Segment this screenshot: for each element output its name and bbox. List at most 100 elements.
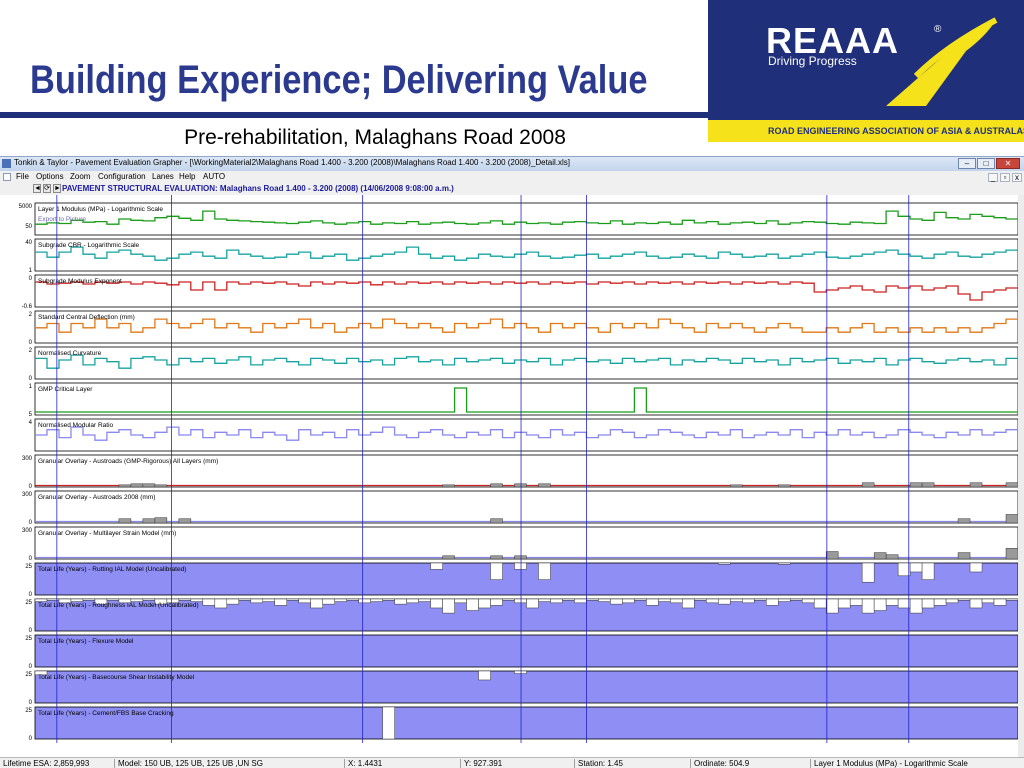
life-deficit-bar [382,706,395,740]
life-deficit-bar [310,598,323,609]
mdi-close-button[interactable]: x [1012,173,1022,182]
overlay-bar [118,518,132,524]
panel-frame [34,706,1018,740]
y-axis-top-label: 4 [29,420,33,426]
logo-wordmark: REAAA [766,20,900,61]
life-deficit-bar [610,598,623,605]
life-deficit-bar [106,598,120,601]
plot-area[interactable]: Layer 1 Modulus (MPa) - Logarithmic Scal… [0,195,1024,757]
status-ordinate: Ordinate: 504.9 [694,759,750,768]
life-deficit-bar [322,598,335,605]
menu-bar: File Options Zoom Configuration Lanes He… [0,171,1024,183]
overlay-bar [909,482,923,488]
life-deficit-bar [394,598,407,605]
mdi-minimize-button[interactable]: _ [988,173,998,182]
vertical-scrollbar[interactable] [1018,195,1024,757]
overlay-bar [142,483,156,488]
status-separator [344,759,345,768]
menu-configuration[interactable]: Configuration [98,172,146,181]
status-y: Y: 927.391 [464,759,503,768]
panel-frame [34,634,1018,668]
life-deficit-bar [514,670,527,674]
maximize-button[interactable]: □ [977,158,995,169]
evaluation-chart[interactable]: Layer 1 Modulus (MPa) - Logarithmic Scal… [0,195,1018,757]
series-line [35,210,1018,225]
life-deficit-bar [466,598,479,611]
overlay-bar [490,518,503,524]
slide-subtitle: Pre-rehabilitation, Malaghans Road 2008 [184,126,566,149]
status-separator [810,759,811,768]
org-name: ROAD ENGINEERING ASSOCIATION OF ASIA & A… [768,126,1024,136]
title-underline [0,112,708,118]
life-deficit-bar [969,598,983,609]
life-deficit-bar [885,598,899,606]
y-axis-bottom-label: 0 [29,736,33,742]
life-deficit-bar [921,598,935,609]
life-deficit-bar [430,598,443,609]
y-axis-bottom-label: 0 [29,484,33,490]
life-deficit-bar [897,562,911,577]
y-axis-top-label: 300 [22,492,33,498]
life-deficit-bar [634,598,647,601]
window-titlebar[interactable]: Tonkin & Taylor - Pavement Evaluation Gr… [0,157,1024,171]
life-deficit-bar [658,598,671,602]
overlay-bar [1005,548,1018,560]
life-deficit-bar [586,598,599,601]
panel-label: Subgrade Modulus Exponent [38,278,122,285]
panel-frame [34,238,1018,272]
panel-frame [34,490,1018,524]
status-separator [114,759,115,768]
life-deficit-bar [730,598,743,602]
panel-label: Normalised Curvature [38,350,102,357]
series-line [35,281,1018,301]
life-deficit-bar [298,598,311,604]
panel-label: Layer 1 Modulus (MPa) - Logarithmic Scal… [38,206,163,213]
life-deficit-bar [334,598,347,602]
life-deficit-bar [166,598,180,604]
panel-frame [34,274,1018,308]
menu-auto[interactable]: AUTO [203,172,226,181]
y-axis-top-label: 300 [22,456,33,462]
refresh-button[interactable]: ⟳ [43,184,51,193]
life-deficit-bar [262,598,276,602]
overlay-bar [777,484,791,488]
logo-registered-mark: ® [934,24,942,35]
previous-lane-button[interactable]: ◄ [33,184,41,193]
status-layer: Layer 1 Modulus (MPa) - Logarithmic Scal… [814,759,968,768]
panel-frame [34,202,1018,236]
menu-options[interactable]: Options [36,172,64,181]
overlay-bar [873,552,887,560]
next-lane-button[interactable]: ► [53,184,61,193]
life-deficit-bar [849,598,863,606]
panel-label: Granular Overlay - Austroads (GMP-Rigoro… [38,458,218,465]
life-deficit-bar [766,598,779,606]
status-bar: Lifetime ESA: 2,859,993 Model: 150 UB, 1… [0,757,1024,768]
panel-label: Granular Overlay - Multilayer Strain Mod… [38,530,176,537]
y-axis-bottom-label: 0 [29,520,33,526]
mdi-restore-button[interactable]: ▫ [1000,173,1010,182]
overlay-bar [178,518,192,524]
panel-label: Total Life (Years) - Cement/FBS Base Cra… [38,710,174,717]
overlay-bar [957,518,971,524]
menu-lanes[interactable]: Lanes [152,172,174,181]
overlay-bar [118,484,132,488]
overlay-bar [825,551,839,560]
life-deficit-bar [718,598,731,605]
panel-frame [34,346,1018,380]
life-deficit-bar [933,598,947,606]
life-deficit-bar [646,598,659,606]
life-deficit-bar [286,598,299,601]
org-name-strip: ROAD ENGINEERING ASSOCIATION OF ASIA & A… [708,120,1024,142]
close-button[interactable]: ✕ [996,158,1020,169]
panel-label: Total Life (Years) - Roughness IAL Model… [38,602,199,609]
life-deficit-bar [754,598,767,601]
menu-file[interactable]: File [16,172,29,181]
grapher-window: Tonkin & Taylor - Pavement Evaluation Gr… [0,156,1024,768]
life-deficit-bar [801,598,815,604]
life-deficit-bar [382,598,395,601]
y-axis-top-label: 2 [29,312,33,318]
menu-help[interactable]: Help [179,172,196,181]
minimize-button[interactable]: – [958,158,976,169]
y-axis-mid-label: 50 [25,224,32,230]
menu-zoom[interactable]: Zoom [70,172,91,181]
